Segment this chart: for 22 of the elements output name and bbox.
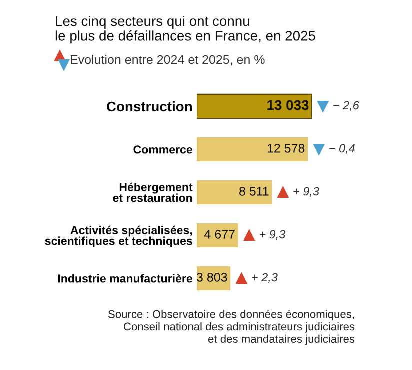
- annotation: − 0,4: [330, 144, 355, 154]
- bar: [197, 223, 238, 248]
- data-label: 13 033: [268, 100, 309, 110]
- bar: [197, 180, 272, 205]
- y-tick-label: Hébergement et restauration: [113, 182, 193, 202]
- data-label: 4 677: [204, 230, 235, 239]
- annotation: + 9,3: [294, 187, 320, 198]
- bar: [197, 137, 308, 162]
- y-tick-label: Commerce: [134, 146, 192, 154]
- annotation: + 9,3: [260, 230, 286, 240]
- data-label: 3 803: [196, 273, 228, 282]
- y-tick-label: Activités spécialisées, scientifiques et techniques: [45, 226, 192, 248]
- source-note: Source : Observatoire des données économiques, Conseil national des administrateurs judiciaires et des mandataires judiciaires: [108, 310, 355, 346]
- y-tick-label: Construction: [107, 101, 192, 112]
- bar: [197, 94, 312, 120]
- data-label: 12 578: [268, 144, 305, 153]
- annotation: − 2,6: [334, 101, 360, 112]
- chart-subtitle: Evolution entre 2024 et 2025, en %: [71, 55, 265, 66]
- y-tick-label: Industrie manufacturière: [58, 274, 192, 283]
- data-label: 8 511: [240, 187, 269, 196]
- chart-title: Les cinq secteurs qui ont connu le plus de défaillances en France, en 2025: [56, 16, 316, 44]
- annotation: + 2,3: [252, 273, 278, 284]
